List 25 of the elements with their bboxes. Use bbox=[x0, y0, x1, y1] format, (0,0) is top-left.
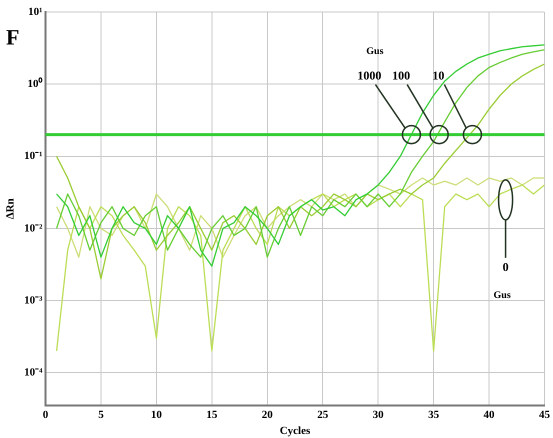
x-tick-label: 40 bbox=[484, 409, 496, 422]
annotation: 0 bbox=[502, 260, 509, 274]
x-tick-label: 5 bbox=[98, 409, 104, 422]
x-tick-label: 20 bbox=[262, 409, 274, 422]
y-tick-label: 10¹ bbox=[28, 6, 42, 18]
x-tick-label: 35 bbox=[428, 409, 440, 422]
annotation: 1000 bbox=[357, 68, 382, 83]
x-tick-label: 10 bbox=[150, 409, 162, 422]
y-tick-label: 10⁻¹ bbox=[24, 150, 42, 162]
x-tick-label: 15 bbox=[206, 409, 218, 422]
x-tick-label: 25 bbox=[317, 409, 329, 422]
annotation: Gus bbox=[366, 46, 384, 57]
y-tick-label: 10⁻² bbox=[24, 222, 44, 234]
x-axis-title: Cycles bbox=[280, 425, 311, 438]
x-tick-label: 0 bbox=[42, 409, 49, 422]
y-tick-label: 10⁰ bbox=[28, 76, 42, 90]
annotation: Gus bbox=[493, 290, 511, 301]
annotation: 10 bbox=[432, 68, 444, 83]
text: F bbox=[6, 24, 20, 50]
y-tick-label: 10⁻³ bbox=[24, 294, 44, 306]
annotation: 100 bbox=[392, 68, 410, 83]
y-axis-title: ΔRn bbox=[4, 198, 16, 220]
x-tick-label: 45 bbox=[539, 409, 550, 422]
y-tick-label: 10⁻⁴ bbox=[24, 366, 44, 379]
x-tick-label: 30 bbox=[372, 409, 384, 422]
